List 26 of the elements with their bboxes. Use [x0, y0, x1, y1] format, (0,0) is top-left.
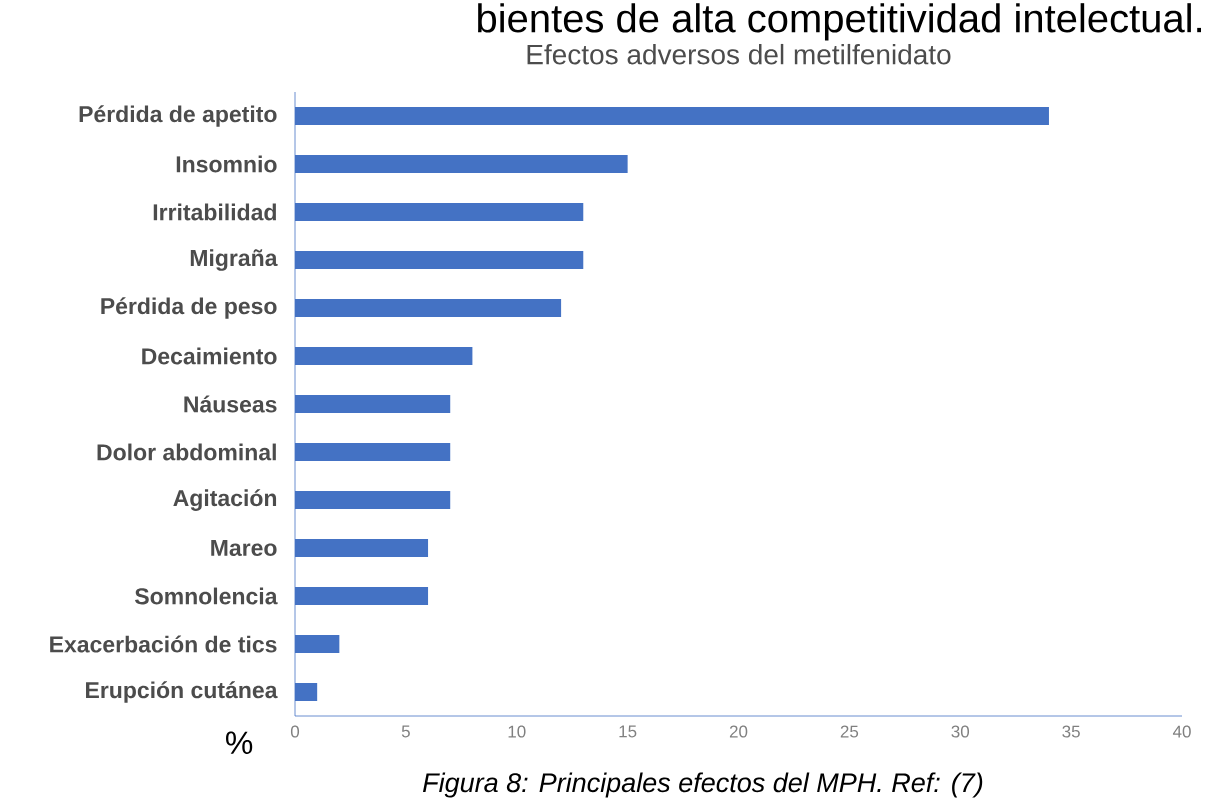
y-tick-label: Irritabilidad	[153, 203, 276, 221]
x-tick-label: 40	[1172, 725, 1191, 738]
y-tick-label: Somnolencia	[134, 587, 278, 605]
y-tick-label: Pérdida de peso	[101, 297, 277, 319]
x-tick-label: 5	[401, 725, 410, 738]
y-tick-label: Agitación	[173, 489, 277, 511]
x-tick-label: 0	[290, 725, 300, 738]
x-axis-title: %	[226, 731, 253, 754]
x-tick-label: 20	[729, 725, 748, 738]
chart-title: Efectos adversos del metilfenidato	[527, 43, 951, 65]
y-tick-label: Exacerbación de tics	[50, 635, 277, 653]
y-tick-label: Decaimiento	[142, 347, 277, 365]
x-tick-label: 35	[1062, 725, 1080, 738]
y-tick-label: Erupción cutánea	[86, 681, 278, 703]
y-tick-label: Mareo	[211, 539, 277, 557]
y-tick-label: Insomnio	[176, 155, 277, 173]
x-tick-label: 10	[508, 725, 526, 738]
y-tick-label: Náuseas	[184, 395, 277, 413]
x-tick-label: 15	[619, 725, 637, 738]
x-tick-label: 30	[951, 725, 970, 738]
y-tick-label: Dolor abdominal	[97, 443, 276, 461]
x-tick-label: 25	[840, 725, 859, 738]
text: Figura 8: Principales efectos del MPH. Ref: (7)	[422, 772, 983, 798]
y-tick-label: Pérdida de apetito	[79, 105, 277, 127]
text: bientes de alta competitividad intelectual.	[478, 3, 1202, 41]
y-tick-label: Migraña	[190, 249, 278, 271]
